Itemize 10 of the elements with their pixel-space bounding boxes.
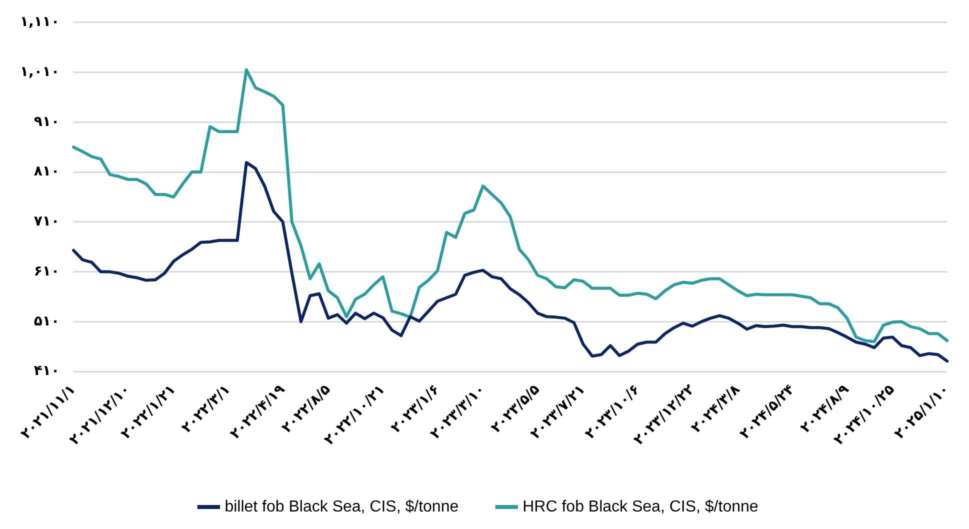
legend-label: HRC fob Black Sea, CIS, $/tonne (522, 498, 758, 516)
y-tick-label: ۹۱۰ (34, 114, 60, 130)
y-tick-label: ۶۱۰ (34, 263, 60, 280)
y-tick-label: ۵۱۰ (34, 313, 60, 330)
y-tick-label: ۱,۰۱۰ (20, 64, 60, 80)
y-tick-label: ۸۱۰ (34, 164, 60, 180)
y-tick-label: ۴۱۰ (34, 363, 60, 380)
y-tick-label: ۷۱۰ (34, 214, 60, 230)
y-tick-label: ۱,۱۱۰ (20, 14, 60, 30)
legend-label: billet fob Black Sea, CIS, $/tonne (224, 498, 459, 516)
